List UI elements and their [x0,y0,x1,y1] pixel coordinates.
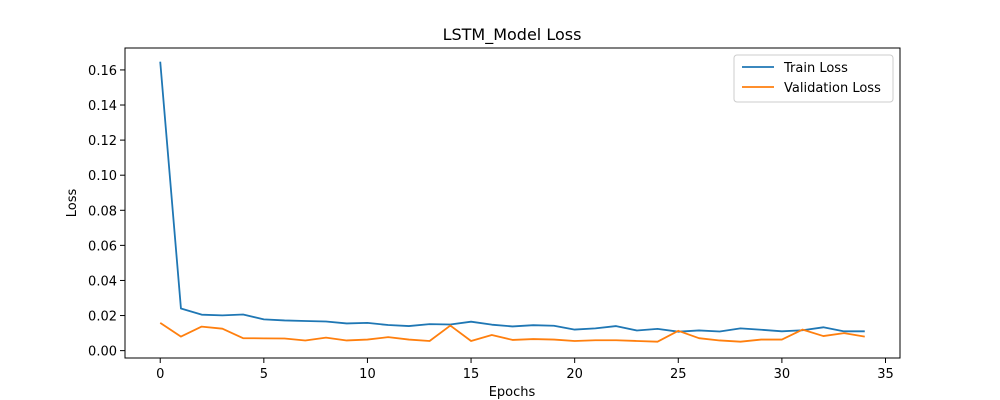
x-tick-label: 15 [463,367,480,382]
x-axis-title: Epochs [489,385,536,400]
x-axis: 0 5 10 15 20 25 30 35 [156,358,894,382]
legend: Train Loss Validation Loss [733,54,894,103]
series-line-train-loss [159,61,865,333]
x-tick-label: 35 [877,367,894,382]
y-tick-label: 0.12 [88,134,117,149]
y-tick-label: 0.10 [88,169,117,184]
y-axis: 0.00 0.02 0.04 0.06 0.08 0.10 0.12 0.14 0.16 [88,64,125,360]
series-line-validation-loss [159,322,865,343]
legend-label: Validation Loss [784,81,881,96]
y-tick-label: 0.00 [88,345,117,360]
x-tick-label: 30 [774,367,791,382]
y-tick-label: 0.04 [88,274,117,289]
y-tick-label: 0.14 [88,99,117,114]
y-tick-label: 0.08 [88,204,117,219]
x-tick-label: 0 [156,367,164,382]
y-axis-title: Loss [65,189,80,218]
legend-label: Train Loss [783,61,848,76]
chart-title: LSTM_Model Loss [443,25,582,45]
x-tick-label: 10 [359,367,376,382]
plot-frame [124,47,901,359]
x-tick-label: 25 [670,367,687,382]
series-layer [159,61,865,343]
y-tick-label: 0.16 [88,64,117,79]
x-tick-label: 5 [260,367,268,382]
y-tick-label: 0.06 [88,239,117,254]
y-tick-label: 0.02 [88,310,117,325]
x-tick-label: 20 [566,367,583,382]
